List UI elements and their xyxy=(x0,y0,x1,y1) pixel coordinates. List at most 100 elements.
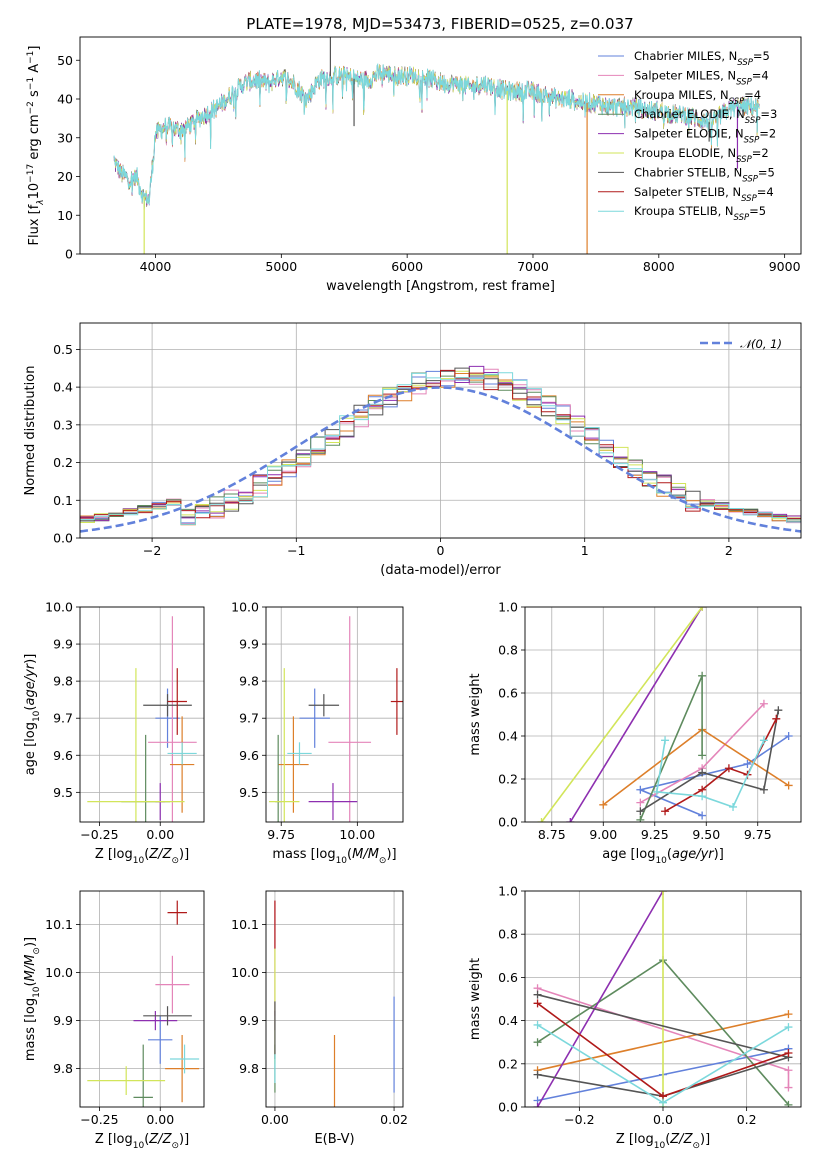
error-bar-point xyxy=(308,694,340,717)
axes-frame xyxy=(79,322,802,539)
weight-marker xyxy=(566,818,575,822)
error-bar-point xyxy=(87,1066,166,1095)
x-tick-label: −1 xyxy=(287,543,305,558)
x-tick-label: −0.2 xyxy=(564,1112,594,1127)
weight-marker xyxy=(698,607,707,611)
axes-frame xyxy=(79,890,205,1108)
y-tick-label: 0.4 xyxy=(498,1013,518,1028)
y-tick-label: 9.6 xyxy=(53,748,73,763)
weight-marker xyxy=(784,732,793,740)
weight-marker xyxy=(533,1070,542,1079)
x-tick-label: 8000 xyxy=(643,259,675,274)
weight-marker xyxy=(784,781,793,790)
error-bar-point xyxy=(87,668,185,822)
plot-area xyxy=(533,891,793,1107)
x-tick-label: 0.00 xyxy=(261,1112,289,1127)
weight-marker xyxy=(652,787,661,796)
plot-area xyxy=(113,37,760,254)
weight-marker xyxy=(599,800,608,809)
x-tick-label: 6000 xyxy=(391,259,423,274)
normal-reference-curve xyxy=(80,386,801,533)
y-tick-label: 50 xyxy=(57,53,73,68)
weight-marker xyxy=(759,785,768,794)
weight-marker xyxy=(661,736,670,745)
weight-marker xyxy=(724,764,733,773)
weight-marker xyxy=(636,807,645,816)
weight-marker xyxy=(784,1100,793,1107)
error-bar-point xyxy=(390,668,403,735)
x-tick-label: −0.25 xyxy=(80,1112,118,1127)
y-axis-label: Flux [fλ10−17 erg cm−2 s−1 A−1] xyxy=(26,46,46,246)
y-axis-label: mass weight xyxy=(468,673,483,755)
weight-marker xyxy=(759,699,768,708)
legend-entry: Salpeter ELODIE, NSSP=2 xyxy=(634,127,776,146)
weight-marker xyxy=(729,802,738,811)
error-bar-point xyxy=(143,1006,192,1026)
y-tick-label: 0.5 xyxy=(53,342,73,357)
x-tick-label: 10.00 xyxy=(339,827,375,842)
y-tick-label: 9.7 xyxy=(53,711,73,726)
y-axis-label: mass [log10(M/M⊙)] xyxy=(23,937,42,1061)
y-tick-label: 10.0 xyxy=(45,965,73,980)
y-tick-label: 9.8 xyxy=(53,1061,73,1076)
plot-area xyxy=(269,616,403,822)
error-bar-point xyxy=(165,1035,200,1103)
y-tick-label: 0.2 xyxy=(498,772,518,787)
weight-marker xyxy=(533,1103,542,1107)
panel-mass-vs-ebv: 0.00 0.02 9.8 9.9 10.0 10.1 E(B-V) xyxy=(231,890,408,1147)
y-tick-label: 10.0 xyxy=(231,600,259,615)
weight-series-line xyxy=(540,607,703,822)
weight-marker xyxy=(772,714,781,723)
y-tick-label: 10.1 xyxy=(45,917,73,932)
weight-marker xyxy=(698,768,707,777)
error-bar-point xyxy=(167,742,197,765)
weight-marker xyxy=(784,1023,793,1032)
y-tick-label: 40 xyxy=(57,92,73,107)
weight-marker xyxy=(743,759,752,768)
axes-frame xyxy=(524,890,802,1108)
error-bar-point xyxy=(155,955,190,1014)
x-tick-label: 9.50 xyxy=(692,827,720,842)
axes-frame xyxy=(79,606,205,823)
error-bar-point xyxy=(133,1011,178,1031)
axes-frame xyxy=(265,890,404,1108)
error-bar-point xyxy=(278,716,309,813)
legend-entry: Kroupa MILES, NSSP=4 xyxy=(634,88,761,107)
weight-marker xyxy=(533,1038,542,1047)
x-tick-label: 7000 xyxy=(517,259,549,274)
x-tick-label: 0.00 xyxy=(146,1112,174,1127)
plot-area xyxy=(80,365,801,533)
y-tick-label: 0.1 xyxy=(53,493,73,508)
x-tick-label: 9.75 xyxy=(267,827,295,842)
x-tick-label: 9000 xyxy=(769,259,801,274)
error-bar-point xyxy=(269,668,300,822)
weight-marker xyxy=(759,736,768,745)
y-tick-label: 0.6 xyxy=(498,686,518,701)
y-tick-label: 0.8 xyxy=(498,643,518,658)
spectrum-line xyxy=(113,62,760,209)
x-tick-label: 1 xyxy=(581,543,589,558)
plot-area xyxy=(87,900,200,1107)
weight-marker xyxy=(784,1066,793,1075)
plot-panels: 4000 5000 6000 7000 8000 900001020304050wavel… xyxy=(23,36,802,1151)
legend-entry: Kroupa ELODIE, NSSP=2 xyxy=(634,146,769,165)
x-axis-label: (data-model)/error xyxy=(380,563,501,578)
error-bar-point xyxy=(148,616,197,822)
x-tick-label: 9.00 xyxy=(589,827,617,842)
figure-title: PLATE=1978, MJD=53473, FIBERID=0525, z=0… xyxy=(246,15,633,33)
weight-marker xyxy=(636,785,645,794)
x-axis-label: Z [log10(Z/Z⊙)] xyxy=(95,847,189,866)
y-tick-label: 0.0 xyxy=(53,531,73,546)
x-tick-label: 0.0 xyxy=(653,1112,673,1127)
x-tick-label: 0 xyxy=(437,543,445,558)
weight-marker xyxy=(659,1098,667,1107)
x-axis-label: E(B-V) xyxy=(314,1132,354,1147)
y-tick-label: 9.5 xyxy=(239,785,259,800)
plot-area xyxy=(274,900,395,1107)
legend-entry: Chabrier STELIB, NSSP=5 xyxy=(634,165,775,184)
x-axis-label: age [log10(age/yr)] xyxy=(602,847,724,866)
y-tick-label: 9.8 xyxy=(239,674,259,689)
y-tick-label: 9.6 xyxy=(239,748,259,763)
x-tick-label: 9.75 xyxy=(744,827,772,842)
